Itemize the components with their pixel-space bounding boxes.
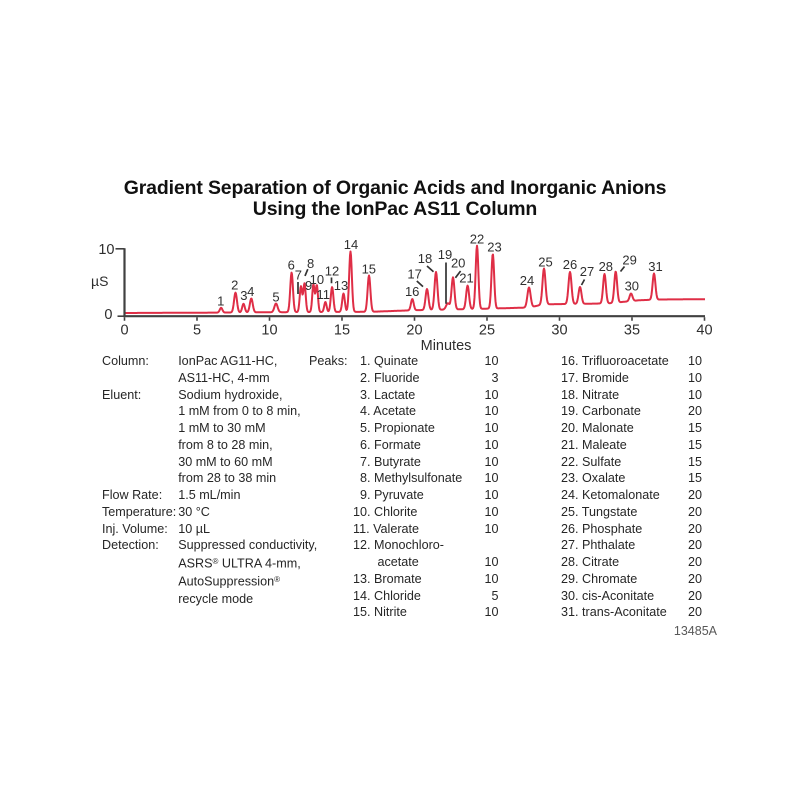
svg-text:13: 13 — [334, 278, 348, 293]
svg-text:30: 30 — [625, 279, 639, 294]
svg-text:28: 28 — [599, 259, 613, 274]
svg-text:26: 26 — [563, 257, 577, 272]
svg-text:11: 11 — [316, 287, 330, 302]
svg-text:17: 17 — [407, 267, 421, 282]
svg-text:10: 10 — [310, 272, 324, 287]
svg-text:27: 27 — [580, 264, 594, 279]
svg-text:30: 30 — [551, 323, 567, 339]
svg-text:6: 6 — [288, 258, 295, 273]
svg-text:24: 24 — [520, 273, 534, 288]
svg-text:Minutes: Minutes — [421, 338, 472, 354]
svg-text:15: 15 — [362, 262, 376, 277]
svg-text:19: 19 — [438, 247, 452, 262]
svg-text:21: 21 — [459, 271, 473, 286]
svg-text:4: 4 — [247, 284, 254, 299]
svg-text:25: 25 — [479, 323, 495, 339]
svg-text:12: 12 — [325, 263, 339, 278]
svg-text:20: 20 — [451, 255, 465, 270]
svg-text:22: 22 — [470, 232, 484, 247]
svg-text:5: 5 — [272, 290, 279, 305]
svg-text:14: 14 — [344, 237, 358, 252]
svg-text:0: 0 — [104, 307, 112, 323]
svg-text:20: 20 — [406, 323, 422, 339]
svg-text:3: 3 — [240, 288, 247, 303]
svg-text:7: 7 — [295, 267, 302, 282]
svg-text:2: 2 — [231, 278, 238, 293]
svg-text:15: 15 — [334, 323, 350, 339]
svg-text:9: 9 — [305, 278, 312, 293]
svg-text:40: 40 — [696, 323, 712, 339]
svg-text:29: 29 — [622, 253, 636, 268]
svg-text:18: 18 — [418, 251, 432, 266]
svg-text:31: 31 — [648, 259, 662, 274]
svg-text:µS: µS — [91, 273, 108, 289]
svg-text:5: 5 — [193, 323, 201, 339]
svg-text:16: 16 — [405, 284, 419, 299]
svg-text:8: 8 — [307, 256, 314, 271]
svg-text:0: 0 — [120, 323, 128, 339]
svg-text:25: 25 — [538, 255, 552, 270]
svg-text:10: 10 — [98, 242, 114, 258]
svg-text:23: 23 — [487, 240, 501, 255]
svg-text:10: 10 — [261, 323, 277, 339]
svg-text:1: 1 — [217, 294, 224, 309]
svg-text:35: 35 — [624, 323, 640, 339]
